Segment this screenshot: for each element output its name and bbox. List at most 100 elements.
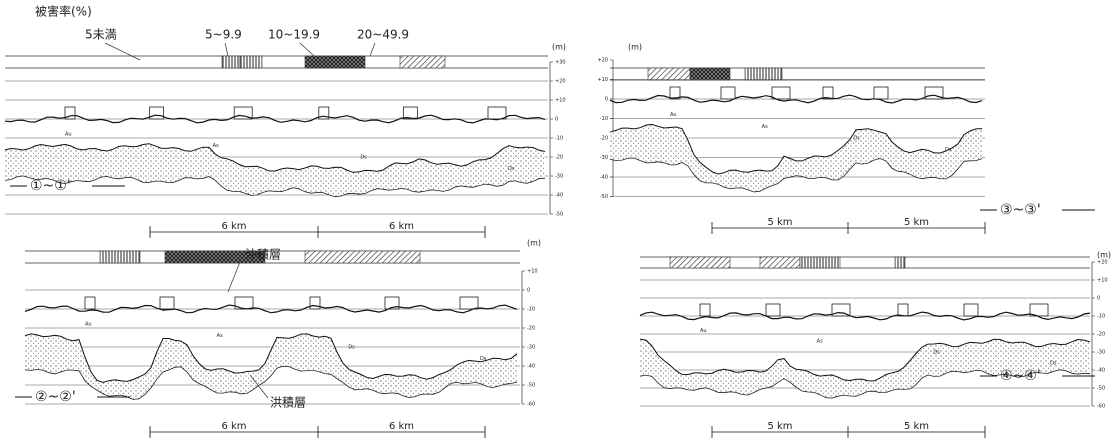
axis-tick-label: -40 xyxy=(600,175,608,181)
legend-label: 10~19.9 xyxy=(268,28,320,42)
section-label: ③~③' xyxy=(1000,202,1041,218)
damage-segment xyxy=(240,56,262,68)
building xyxy=(700,304,710,316)
damage-segment xyxy=(305,251,420,263)
annotation: 洪積層 xyxy=(270,395,306,410)
axis-tick-label: +10 xyxy=(555,98,566,104)
axis-tick-label: -50 xyxy=(527,383,535,389)
section-label: ①~①' xyxy=(30,178,71,194)
axis-tick-label: -30 xyxy=(600,155,608,161)
damage-segment xyxy=(325,56,365,68)
axis-tick-label: 0 xyxy=(1097,296,1100,302)
scale-label: 6 km xyxy=(389,221,414,232)
building xyxy=(766,304,780,316)
building xyxy=(460,297,478,309)
layer-label: Au xyxy=(700,328,707,334)
axis-tick-label: -40 xyxy=(527,364,535,370)
axis-tick-label: -20 xyxy=(1097,332,1105,338)
damage-segment xyxy=(305,56,325,68)
damage-segment xyxy=(895,257,905,268)
axis-unit: (m) xyxy=(527,239,541,248)
building xyxy=(721,87,735,99)
figure: 被害率(%) 5未満 5~9.9 10~19.9 20~49.9 +30+20+… xyxy=(0,0,1112,441)
scale-label: 5 km xyxy=(767,217,792,228)
axis-tick-label: 0 xyxy=(555,117,558,123)
scale-label: 5 km xyxy=(904,217,929,228)
layer-label: Ds xyxy=(360,155,367,161)
axis-tick-label: -50 xyxy=(555,212,563,218)
damage-segment xyxy=(745,68,782,80)
scale-label: 6 km xyxy=(389,421,414,432)
section-label: ④~④' xyxy=(1000,368,1041,384)
building xyxy=(488,107,506,119)
layer-label: Au xyxy=(65,132,72,138)
building xyxy=(898,304,908,316)
scale-label: 5 km xyxy=(767,421,792,432)
building xyxy=(160,297,174,309)
building xyxy=(85,297,95,309)
legend-title: 被害率(%) xyxy=(35,4,92,19)
building xyxy=(823,87,833,99)
scale-label: 5 km xyxy=(904,421,929,432)
damage-segment xyxy=(800,257,840,268)
axis-tick-label: -50 xyxy=(1097,386,1105,392)
building xyxy=(150,107,164,119)
axis-unit: (m) xyxy=(552,43,566,52)
layer-label: Ds xyxy=(348,345,355,351)
legend-label: 5~9.9 xyxy=(205,28,242,42)
axis-tick-label: -30 xyxy=(555,174,563,180)
axis-tick-label: 0 xyxy=(527,288,530,294)
layer-label: As xyxy=(817,339,823,345)
axis-tick-label: -60 xyxy=(527,402,535,408)
axis-tick-label: +20 xyxy=(1097,260,1108,266)
axis-tick-label: +10 xyxy=(527,269,538,275)
layer-label: Au xyxy=(670,112,677,118)
building xyxy=(310,297,320,309)
damage-segment xyxy=(690,68,730,80)
legend-label: 5未満 xyxy=(85,28,117,42)
diluvium-fill xyxy=(610,124,982,192)
axis-tick-label: -60 xyxy=(1097,404,1105,410)
layer-label: As xyxy=(213,143,219,149)
building xyxy=(874,87,888,99)
damage-segment xyxy=(222,56,240,68)
damage-segment xyxy=(760,257,800,268)
leader-line xyxy=(228,262,240,292)
layer-label: Ds xyxy=(853,136,860,142)
axis-unit: (m) xyxy=(1097,251,1111,260)
layer-label: Ds xyxy=(508,166,515,172)
cross-section: +20+100-10-20-30-40-50-60(m)AuAsDsDs④~④'… xyxy=(640,251,1111,439)
legend-label: 20~49.9 xyxy=(357,28,409,42)
axis-tick-label: +20 xyxy=(555,79,566,85)
layer-label: Ds xyxy=(480,356,487,362)
scale-label: 6 km xyxy=(221,221,246,232)
axis-tick-label: 0 xyxy=(605,97,608,103)
axis-tick-label: -30 xyxy=(527,345,535,351)
axis-tick-label: +20 xyxy=(597,58,608,64)
legend: 被害率(%) 5未満 5~9.9 10~19.9 20~49.9 xyxy=(35,4,409,61)
axis-tick-label: -40 xyxy=(555,193,563,199)
damage-segment xyxy=(100,251,140,263)
axis-unit: (m) xyxy=(628,43,642,52)
cross-section: +30 +20 +10 0 -10 -20 -30 -40 -50 (m) Au As Ds Ds ①~①'… xyxy=(5,43,566,239)
layer-label: Ds xyxy=(933,350,940,356)
layer-label: Au xyxy=(85,322,92,328)
scale-label: 6 km xyxy=(221,421,246,432)
axis-tick-label: -20 xyxy=(600,136,608,142)
section-label: ②~②' xyxy=(35,389,76,405)
damage-segment xyxy=(400,56,445,68)
damage-segment xyxy=(670,257,730,268)
layer-label: Ds xyxy=(1050,360,1057,366)
axis-tick-label: +10 xyxy=(1097,278,1108,284)
building xyxy=(964,304,978,316)
building xyxy=(772,87,790,99)
axis-tick-label: -20 xyxy=(527,326,535,332)
axis-tick-label: -50 xyxy=(600,194,608,200)
axis-tick-label: +30 xyxy=(555,60,566,66)
axis-tick-label: -10 xyxy=(527,307,535,313)
axis-tick-label: -10 xyxy=(555,136,563,142)
axis-tick-label: -20 xyxy=(555,155,563,161)
layer-label: As xyxy=(762,124,768,130)
axis-tick-label: -40 xyxy=(1097,368,1105,374)
